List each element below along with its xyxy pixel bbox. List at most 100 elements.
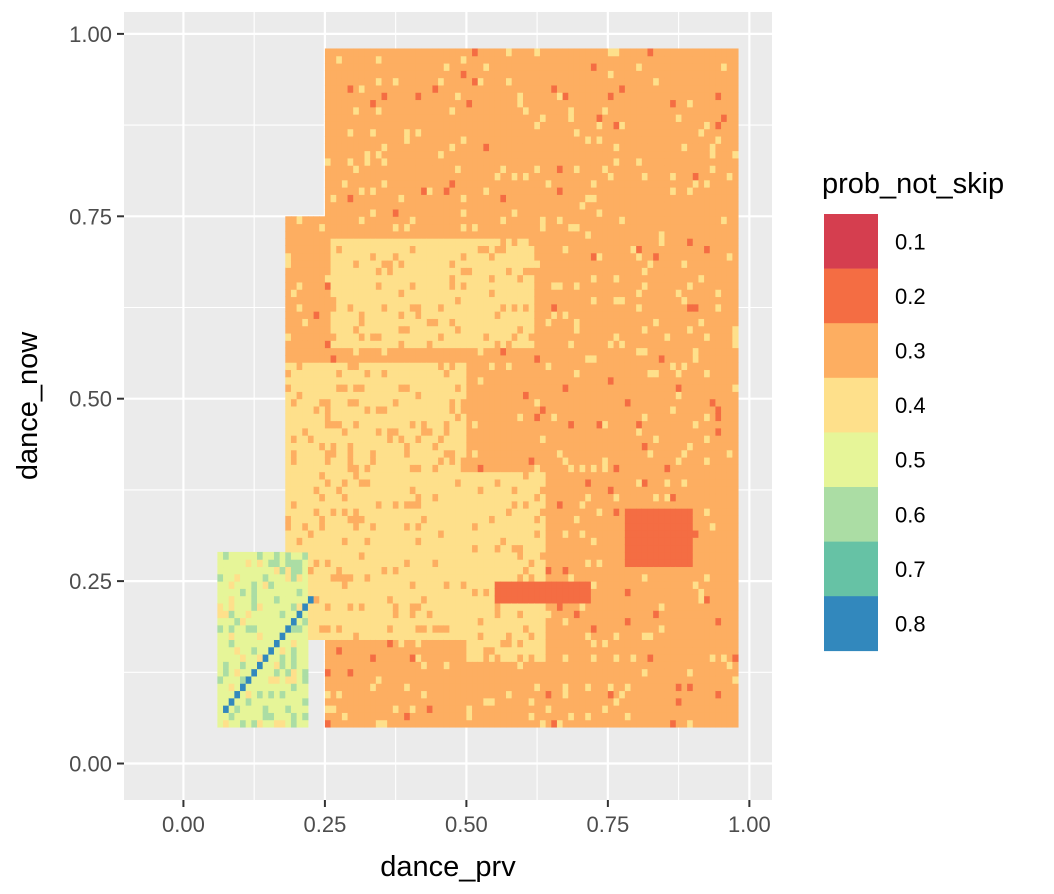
heatmap-tile (489, 690, 496, 699)
heatmap-tile (472, 559, 479, 568)
heatmap-tile (483, 398, 490, 407)
heatmap-tile (341, 216, 349, 225)
heatmap-tile (528, 362, 535, 371)
heatmap-tile (353, 690, 360, 699)
heatmap-tile (568, 573, 575, 582)
heatmap-tile (483, 347, 490, 356)
heatmap-tile (562, 544, 569, 553)
heatmap-tile (336, 697, 343, 706)
heatmap-tile (522, 457, 530, 465)
heatmap-tile (409, 632, 416, 640)
heatmap-tile (358, 508, 366, 516)
heatmap-tile (421, 187, 428, 195)
heatmap-tile (556, 165, 564, 174)
heatmap-tile (562, 486, 569, 495)
heatmap-tile (534, 391, 541, 400)
heatmap-tile (460, 311, 467, 319)
heatmap-tile (472, 128, 479, 137)
heatmap-tile (381, 267, 388, 276)
heatmap-tile (426, 252, 433, 261)
heatmap-tile (426, 617, 433, 626)
heatmap-tile (228, 588, 235, 597)
heatmap-tile (545, 398, 552, 407)
heatmap-tile (506, 150, 513, 159)
heatmap-tile (460, 420, 467, 429)
heatmap-tile (370, 230, 377, 239)
heatmap-tile (358, 537, 366, 546)
heatmap-tile (307, 493, 315, 502)
heatmap-tile (483, 413, 490, 422)
heatmap-tile (404, 70, 411, 79)
heatmap-tile (522, 551, 530, 560)
heatmap-tile (500, 493, 507, 502)
heatmap-tile (579, 471, 586, 480)
heatmap-tile (234, 697, 241, 706)
heatmap-tile (511, 303, 518, 312)
heatmap-tile (483, 369, 490, 378)
heatmap-tile (324, 347, 332, 356)
heatmap-tile (455, 216, 462, 225)
heatmap-tile (438, 515, 445, 524)
heatmap-tile (330, 165, 337, 174)
heatmap-tile (370, 522, 377, 531)
heatmap-tile (415, 530, 422, 538)
heatmap-tile (432, 252, 439, 261)
heatmap-tile (489, 77, 496, 86)
heatmap-tile (415, 603, 422, 611)
heatmap-tile (489, 187, 496, 195)
heatmap-tile (494, 303, 501, 312)
heatmap-tile (522, 500, 530, 509)
heatmap-tile (421, 581, 428, 589)
heatmap-tile (245, 683, 252, 692)
heatmap-tile (517, 654, 524, 662)
heatmap-tile (245, 639, 252, 648)
heatmap-tile (370, 114, 377, 122)
heatmap-tile (324, 588, 332, 597)
heatmap-tile (364, 420, 371, 429)
heatmap-tile (353, 646, 360, 655)
heatmap-tile (556, 238, 564, 246)
heatmap-tile (432, 668, 439, 677)
heatmap-tile (438, 610, 445, 619)
heatmap-tile (387, 603, 394, 611)
heatmap-tile (477, 427, 484, 436)
heatmap-tile (330, 194, 337, 203)
heatmap-tile (364, 654, 371, 662)
heatmap-tile (522, 617, 530, 626)
heatmap-tile (381, 478, 388, 487)
heatmap-tile (392, 508, 399, 516)
heatmap-tile (426, 121, 433, 130)
heatmap-tile (319, 610, 326, 619)
heatmap-tile (375, 238, 382, 246)
heatmap-tile (539, 172, 547, 181)
heatmap-tile (415, 77, 422, 86)
heatmap-tile (353, 464, 360, 473)
heatmap-tile (443, 384, 450, 392)
heatmap-tile (556, 442, 564, 451)
heatmap-tile (228, 573, 235, 582)
heatmap-tile (494, 471, 501, 480)
heatmap-tile (432, 325, 439, 334)
heatmap-tile (398, 471, 405, 480)
heatmap-tile (455, 588, 462, 597)
heatmap-tile (370, 245, 377, 254)
heatmap-tile (506, 508, 513, 516)
heatmap-tile (562, 493, 569, 502)
heatmap-tile (387, 136, 394, 144)
heatmap-tile (336, 260, 343, 268)
heatmap-tile (494, 230, 501, 239)
heatmap-tile (409, 157, 416, 166)
heatmap-tile (517, 121, 524, 130)
heatmap-tile (500, 522, 507, 531)
heatmap-tile (347, 223, 354, 232)
heatmap-tile (302, 639, 309, 648)
heatmap-tile (545, 391, 552, 400)
heatmap-tile (415, 296, 422, 305)
heatmap-tile (483, 333, 490, 341)
heatmap-tile (409, 675, 416, 684)
heatmap-tile (579, 719, 586, 728)
heatmap-tile (358, 55, 366, 64)
heatmap-tile (455, 449, 462, 458)
heatmap-tile (438, 427, 445, 436)
heatmap-tile (562, 661, 569, 670)
